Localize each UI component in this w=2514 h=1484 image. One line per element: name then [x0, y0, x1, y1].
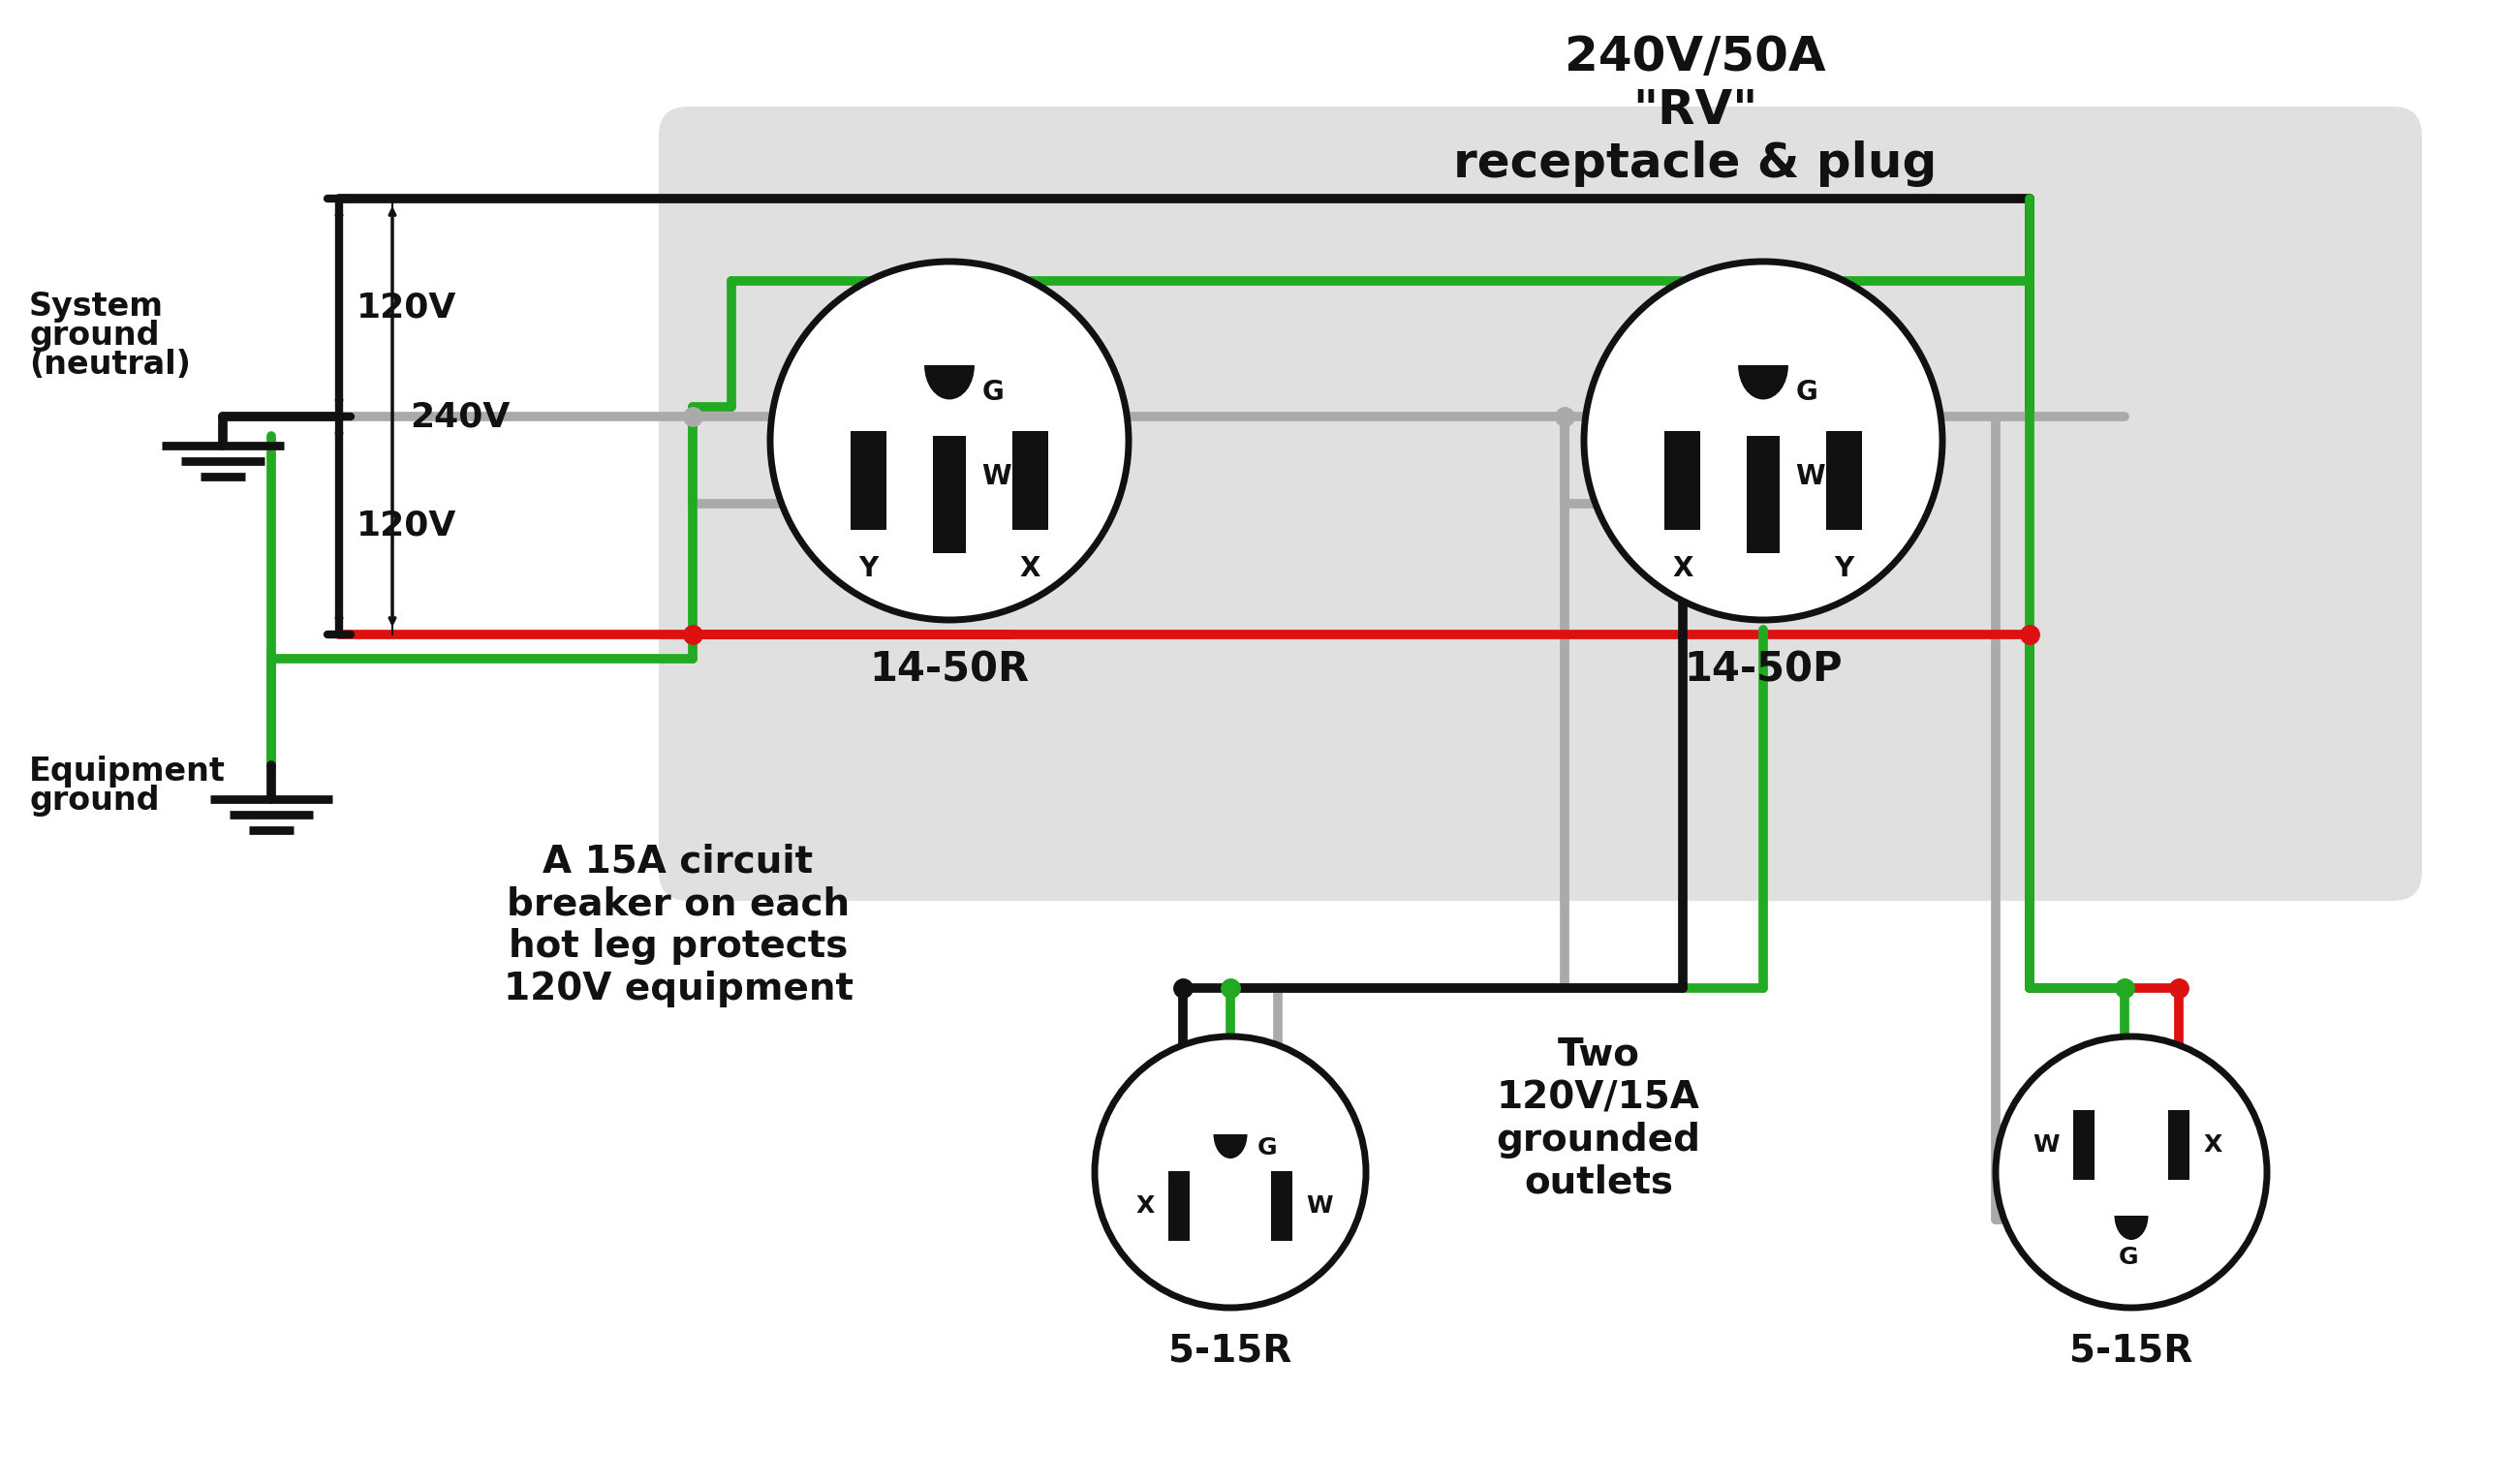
Bar — [2074, 1110, 2094, 1180]
Text: Y: Y — [860, 555, 877, 583]
Bar — [1825, 430, 1863, 530]
Text: G: G — [1257, 1137, 1277, 1159]
Bar — [2112, 1189, 2149, 1215]
Circle shape — [1584, 261, 1943, 620]
Text: 120V: 120V — [357, 509, 458, 542]
Bar — [1737, 329, 1790, 365]
Bar — [923, 329, 975, 365]
Text: 240V: 240V — [410, 401, 510, 433]
Bar — [2167, 1110, 2190, 1180]
Text: "RV": "RV" — [1632, 88, 1757, 134]
Text: W: W — [2034, 1134, 2059, 1156]
FancyBboxPatch shape — [659, 107, 2421, 901]
Text: X: X — [1021, 555, 1041, 583]
Text: receptacle & plug: receptacle & plug — [1453, 141, 1938, 187]
Ellipse shape — [2114, 1192, 2149, 1241]
Bar — [1169, 1171, 1189, 1241]
Bar — [1212, 1107, 1249, 1134]
Circle shape — [1094, 1036, 1365, 1307]
Circle shape — [769, 261, 1129, 620]
Ellipse shape — [925, 331, 975, 399]
Text: G: G — [1795, 378, 1818, 407]
Text: (neutral): (neutral) — [30, 349, 191, 381]
Ellipse shape — [1737, 331, 1787, 399]
Text: 14-50P: 14-50P — [1684, 649, 1843, 690]
Bar — [1013, 430, 1048, 530]
Text: X: X — [1672, 555, 1692, 583]
Text: System: System — [30, 291, 163, 322]
Text: ground: ground — [30, 319, 158, 352]
Text: W: W — [980, 463, 1011, 490]
Text: X: X — [2202, 1134, 2222, 1156]
Text: G: G — [980, 378, 1003, 407]
Bar — [1747, 436, 1780, 552]
Text: W: W — [1307, 1195, 1332, 1217]
Text: ground: ground — [30, 785, 158, 816]
Bar — [933, 436, 965, 552]
Text: 240V/50A: 240V/50A — [1564, 34, 1825, 80]
Text: Equipment: Equipment — [30, 755, 226, 788]
Text: W: W — [1795, 463, 1825, 490]
Circle shape — [1996, 1036, 2268, 1307]
Text: Y: Y — [1835, 555, 1853, 583]
Bar — [1664, 430, 1699, 530]
Text: 14-50R: 14-50R — [870, 649, 1028, 690]
Ellipse shape — [1214, 1110, 1247, 1159]
Bar — [1272, 1171, 1292, 1241]
Text: G: G — [2119, 1245, 2139, 1269]
Text: 120V: 120V — [357, 291, 458, 324]
Text: Two
120V/15A
grounded
outlets: Two 120V/15A grounded outlets — [1496, 1036, 1699, 1201]
Bar — [850, 430, 887, 530]
Text: 5-15R: 5-15R — [2069, 1333, 2192, 1368]
Text: 5-15R: 5-15R — [1169, 1333, 1292, 1368]
Text: X: X — [1136, 1195, 1154, 1217]
Text: A 15A circuit
breaker on each
hot leg protects
120V equipment: A 15A circuit breaker on each hot leg pr… — [503, 843, 852, 1008]
